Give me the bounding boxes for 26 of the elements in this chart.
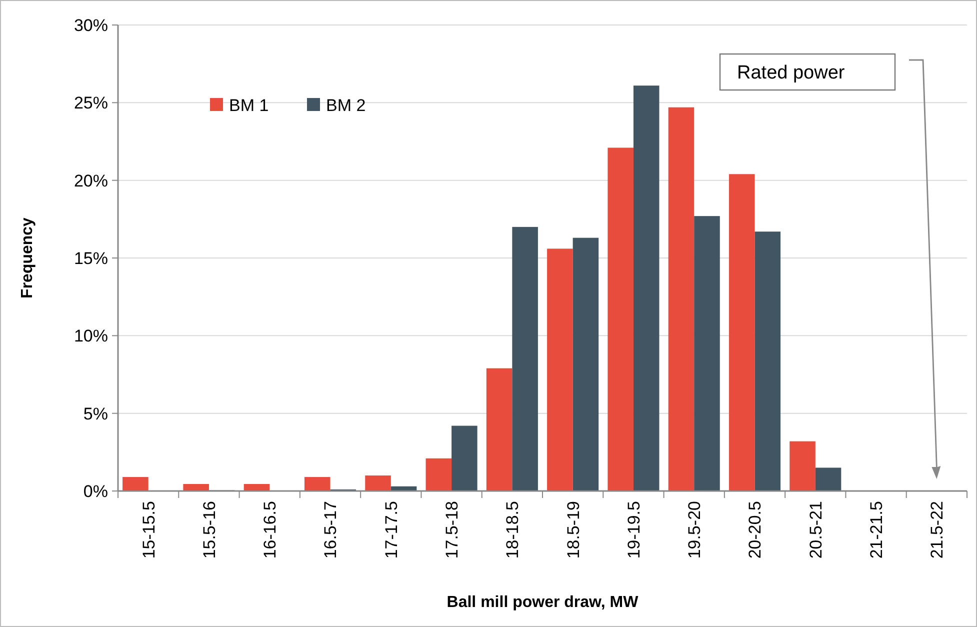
y-tick-label: 20%: [74, 171, 108, 190]
x-tick-label: 19.5-20: [685, 501, 704, 559]
x-tick-label: 20-20.5: [746, 501, 765, 559]
x-tick-label: 16.5-17: [321, 501, 340, 559]
y-tick-label: 25%: [74, 94, 108, 113]
x-tick-label: 15-15.5: [139, 501, 158, 559]
y-tick-label: 15%: [74, 248, 108, 268]
y-axis-title: Frequency: [19, 217, 36, 298]
x-tick-label: 20.5-21: [806, 501, 826, 559]
x-tick-label: 21.5-22: [928, 501, 947, 559]
legend-label: BM 2: [326, 96, 366, 115]
x-tick-label: 19-19.5: [624, 501, 644, 559]
y-tick-label: 30%: [74, 16, 108, 35]
legend-label: BM 1: [229, 96, 269, 115]
x-tick-label: 18-18.5: [503, 501, 522, 559]
y-tick-label: 0%: [83, 482, 108, 501]
y-tick-label: 5%: [83, 404, 108, 424]
x-tick-label: 21-21.5: [866, 501, 886, 559]
x-axis-title: Ball mill power draw, MW: [446, 594, 640, 611]
x-tick-label: 17.5-18: [442, 501, 462, 559]
annotation: Rated power: [737, 62, 846, 84]
x-tick-label: 15.5-16: [200, 501, 219, 559]
x-tick-label: 17-17.5: [382, 501, 401, 559]
x-tick-label: 16-16.5: [260, 501, 280, 559]
y-tick-label: 10%: [74, 326, 108, 346]
x-tick-label: 18.5-19: [564, 501, 583, 559]
